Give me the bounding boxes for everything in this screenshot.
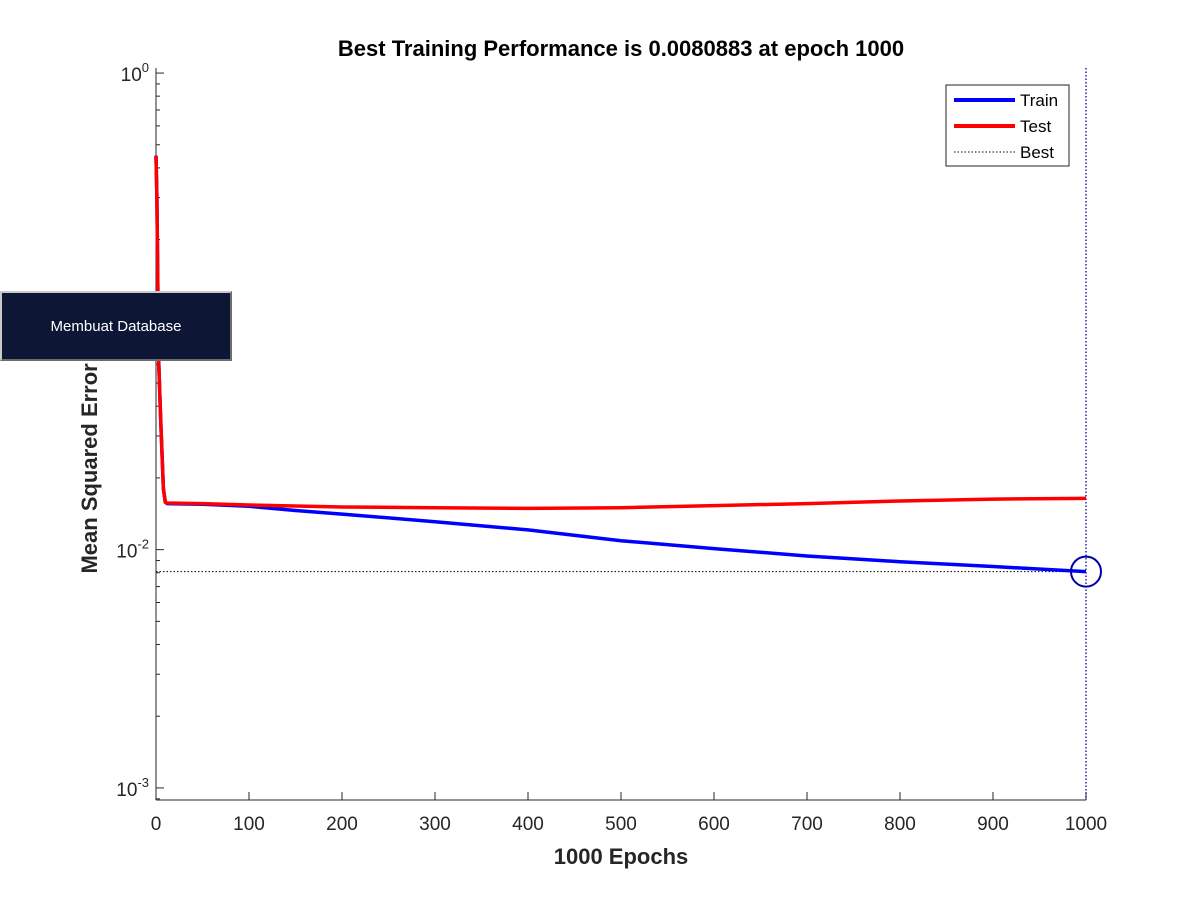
legend: Train Test Best [945, 84, 1070, 167]
x-tick-label: 100 [233, 814, 265, 835]
x-tick-label: 400 [512, 814, 544, 835]
x-tick-label: 300 [419, 814, 451, 835]
x-tick-label: 200 [326, 814, 358, 835]
y-tick-label: 100 [121, 60, 149, 86]
x-tick-label: 800 [884, 814, 916, 835]
x-tick-label: 500 [605, 814, 637, 835]
x-tick-label: 600 [698, 814, 730, 835]
legend-label-train: Train [1020, 91, 1058, 110]
x-tick-label: 1000 [1065, 814, 1107, 835]
legend-label-test: Test [1020, 117, 1051, 136]
series-line-test [154, 155, 1087, 511]
chart-title: Best Training Performance is 0.0080883 a… [338, 36, 904, 61]
x-tick-label: 0 [151, 814, 162, 835]
plot-area: 0 100 200 300 400 500 600 700 800 900 1000 100 10-2 1… [116, 60, 1107, 835]
y-tick-label: 10-2 [116, 537, 149, 563]
legend-label-best: Best [1020, 143, 1054, 162]
x-axis-label: 1000 Epochs [554, 844, 689, 869]
best-point-marker [1070, 555, 1102, 588]
membuat-database-button[interactable]: Membuat Database [0, 291, 232, 361]
x-tick-label: 900 [977, 814, 1009, 835]
y-tick-label: 10-3 [116, 775, 149, 801]
x-tick-label: 700 [791, 814, 823, 835]
